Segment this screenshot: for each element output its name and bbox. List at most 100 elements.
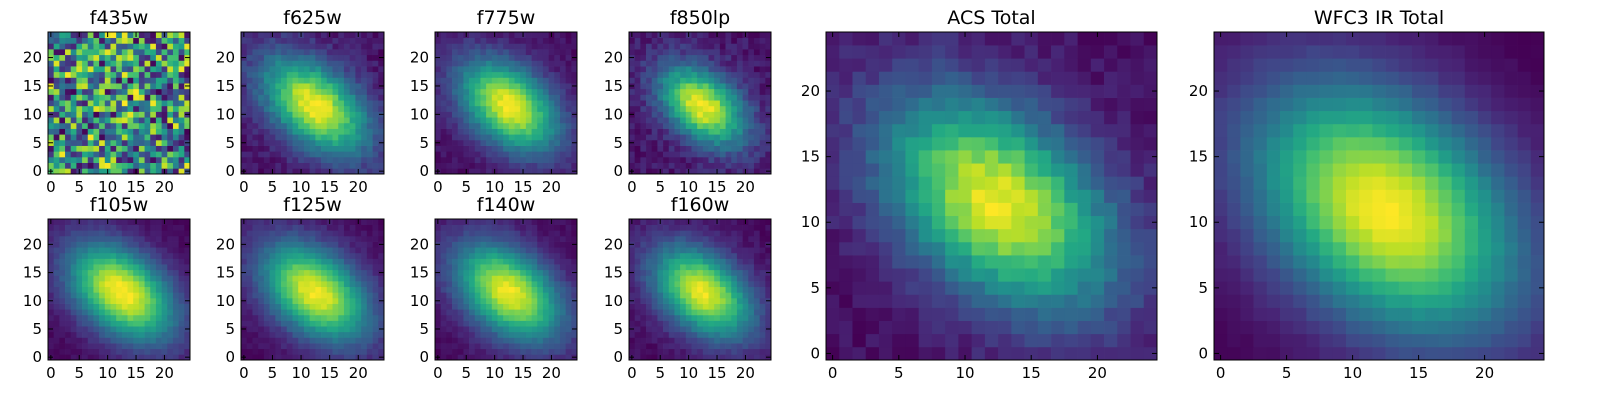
heatmap-cell: [53, 303, 60, 310]
heatmap-cell: [753, 43, 760, 50]
heatmap-cell: [53, 83, 60, 90]
heatmap-cell: [486, 66, 493, 73]
heatmap-cell: [480, 258, 487, 265]
heatmap-cell: [99, 100, 106, 107]
heatmap-cell: [463, 122, 470, 129]
heatmap-cell: [651, 286, 658, 293]
heatmap-cell: [99, 60, 106, 67]
heatmap-cell: [378, 281, 385, 288]
heatmap-cell: [674, 286, 681, 293]
heatmap-cell: [731, 94, 738, 101]
heatmap-cell: [133, 117, 140, 124]
heatmap-cell: [59, 337, 66, 344]
heatmap-cell: [674, 117, 681, 124]
heatmap-cell: [372, 162, 379, 169]
heatmap-cell: [440, 43, 447, 50]
heatmap-cell: [469, 264, 476, 271]
heatmap-cell: [76, 145, 83, 152]
heatmap-cell: [629, 151, 636, 158]
heatmap-cell: [53, 66, 60, 73]
heatmap-cell: [48, 94, 55, 101]
heatmap-cell: [651, 43, 658, 50]
heatmap-cell: [520, 252, 527, 259]
heatmap-cell: [303, 264, 310, 271]
heatmap-cell: [269, 105, 276, 112]
heatmap-cell: [121, 111, 128, 118]
heatmap-cell: [281, 258, 288, 265]
heatmap-cell: [59, 111, 66, 118]
heatmap-cell: [315, 292, 322, 299]
heatmap-cell: [178, 49, 185, 56]
heatmap-cell: [719, 83, 726, 90]
heatmap-cell: [559, 320, 566, 327]
heatmap-cell: [548, 49, 555, 56]
heatmap-cell: [298, 134, 305, 141]
heatmap-cell: [525, 134, 532, 141]
heatmap-cell: [651, 292, 658, 299]
heatmap-cell: [646, 303, 653, 310]
heatmap-cell: [252, 348, 259, 355]
heatmap-cell: [508, 60, 515, 67]
heatmap-cell: [657, 100, 664, 107]
heatmap-cell: [53, 337, 60, 344]
heatmap-cell: [53, 111, 60, 118]
heatmap-cell: [634, 348, 641, 355]
heatmap-cell: [565, 326, 572, 333]
heatmap-cell: [321, 32, 328, 39]
heatmap-cell: [361, 224, 368, 231]
heatmap-cell: [99, 241, 106, 248]
heatmap-cell: [286, 105, 293, 112]
heatmap-cell: [646, 337, 653, 344]
heatmap-cell: [554, 252, 561, 259]
heatmap-cell: [474, 219, 481, 225]
heatmap-cell: [542, 145, 549, 152]
y-tick-label: 20: [23, 235, 42, 253]
heatmap-cell: [144, 77, 151, 84]
heatmap-cell: [457, 71, 464, 78]
heatmap-cell: [70, 37, 77, 44]
heatmap-cell: [87, 297, 94, 304]
heatmap-cell: [719, 292, 726, 299]
heatmap-cell: [127, 348, 134, 355]
heatmap-cell: [309, 320, 316, 327]
heatmap-cell: [525, 314, 532, 321]
heatmap-cell: [110, 241, 117, 248]
heatmap-cell: [542, 348, 549, 355]
heatmap-cell: [725, 128, 732, 135]
heatmap-cell: [565, 343, 572, 350]
heatmap-cell: [731, 168, 738, 175]
heatmap-cell: [697, 348, 704, 355]
heatmap-cell: [355, 145, 362, 152]
heatmap-cell: [697, 105, 704, 112]
heatmap-cell: [559, 348, 566, 355]
heatmap-cell: [65, 258, 72, 265]
heatmap-cell: [161, 224, 168, 231]
heatmap-cell: [48, 309, 55, 316]
heatmap-cell: [65, 337, 72, 344]
heatmap-cell: [697, 117, 704, 124]
heatmap-cell: [155, 145, 162, 152]
heatmap-cell: [332, 337, 339, 344]
heatmap-cell: [646, 156, 653, 163]
heatmap-cell: [161, 309, 168, 316]
heatmap-cell: [70, 145, 77, 152]
heatmap-cell: [110, 168, 117, 175]
heatmap-cell: [708, 314, 715, 321]
heatmap-cell: [702, 292, 709, 299]
heatmap-cell: [731, 60, 738, 67]
heatmap-cell: [110, 247, 117, 254]
heatmap-cell: [366, 54, 373, 61]
heatmap-cell: [269, 309, 276, 316]
heatmap-cell: [651, 71, 658, 78]
heatmap-cell: [258, 326, 265, 333]
heatmap-cell: [559, 281, 566, 288]
heatmap-cell: [731, 286, 738, 293]
heatmap-cell: [542, 111, 549, 118]
heatmap-cell: [116, 241, 123, 248]
heatmap-cell: [446, 49, 453, 56]
heatmap-cell: [685, 134, 692, 141]
heatmap-cell: [731, 134, 738, 141]
heatmap-cell: [691, 156, 698, 163]
heatmap-cell: [155, 37, 162, 44]
heatmap-cell: [252, 66, 259, 73]
